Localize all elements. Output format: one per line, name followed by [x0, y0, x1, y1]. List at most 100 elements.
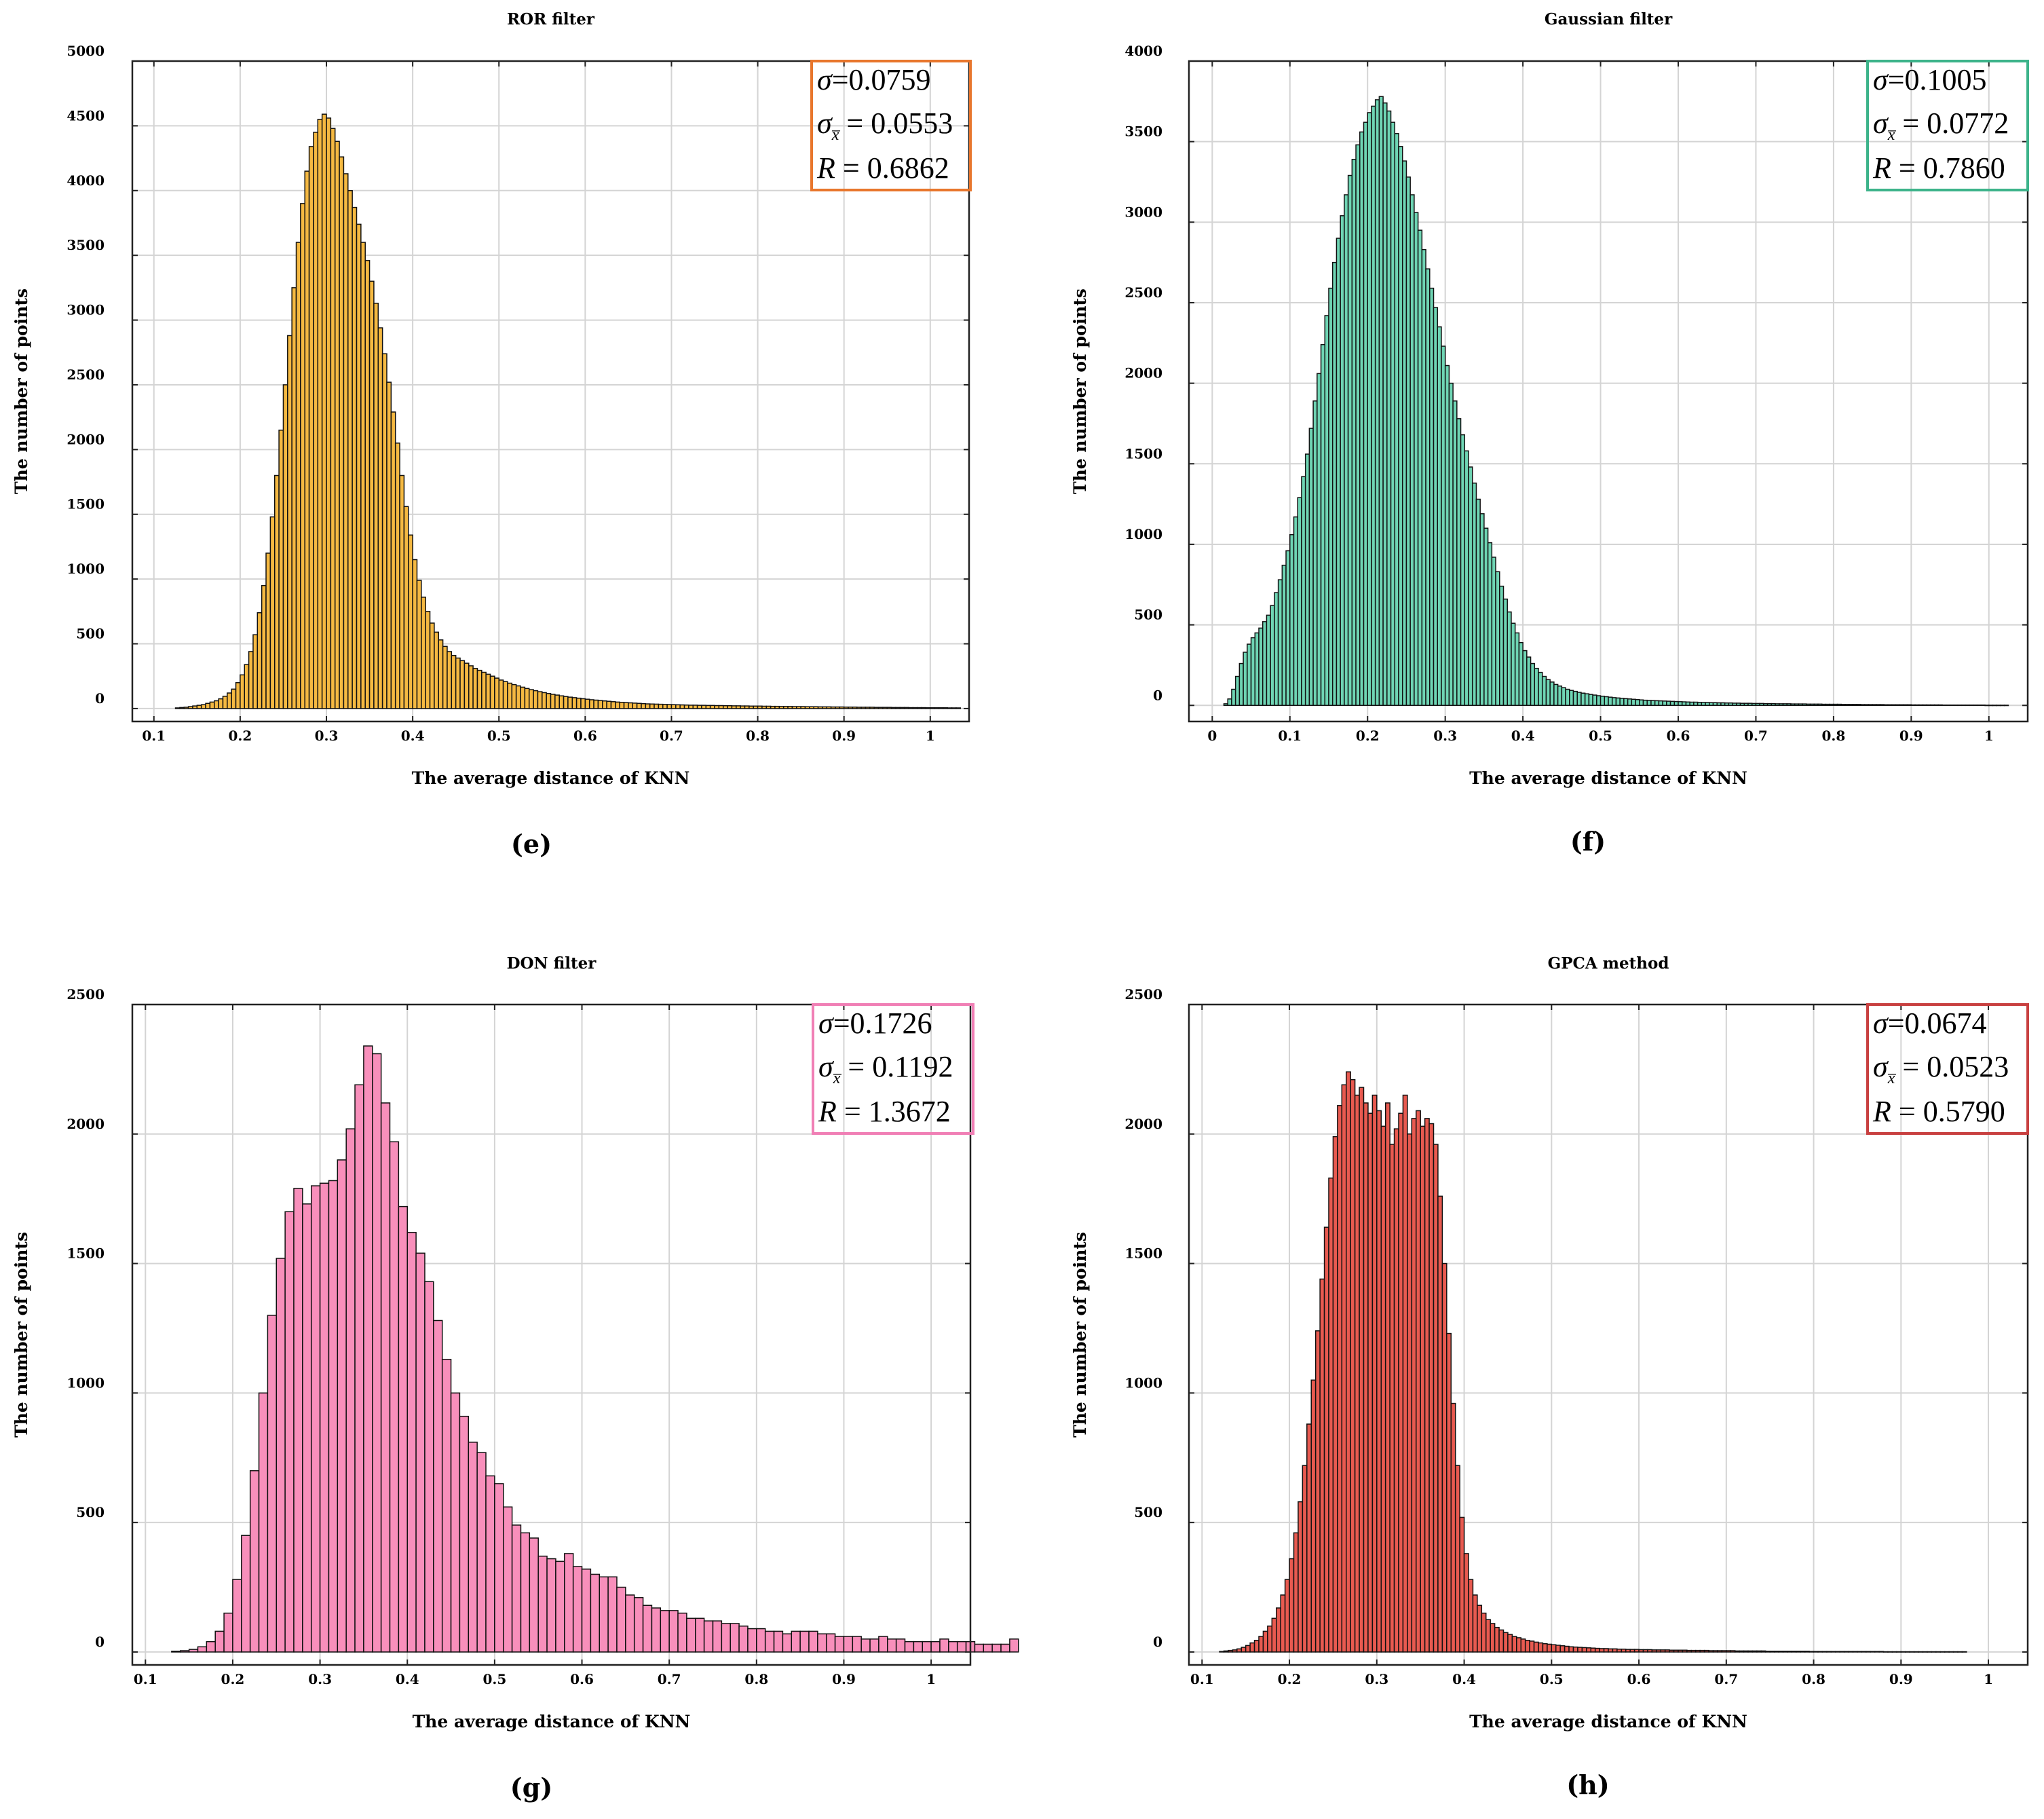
histogram-bar	[590, 1573, 601, 1653]
histogram-bar	[1000, 1643, 1010, 1653]
histogram-bar	[227, 692, 232, 709]
histogram-bar	[1821, 703, 1827, 707]
histogram-bar	[991, 1643, 1002, 1653]
histogram-bar	[1414, 212, 1419, 707]
y-tick-label: 2000	[67, 1116, 105, 1132]
histogram-bar	[943, 707, 948, 709]
histogram-bar	[433, 1319, 443, 1653]
x-tick-label: 0.3	[1433, 728, 1457, 744]
stat-sigma: σ=0.1005	[1873, 63, 1987, 96]
histogram-bar	[354, 1084, 364, 1653]
x-tick-label: 0.4	[1452, 1671, 1476, 1687]
histogram-bar	[1909, 1651, 1915, 1653]
histogram-bar	[1682, 1649, 1688, 1653]
histogram-bar	[1441, 345, 1446, 707]
histogram-bar	[1232, 1649, 1238, 1653]
histogram-bar	[705, 705, 711, 709]
panel-letter: (f)	[1570, 826, 1606, 857]
histogram-bar	[1891, 1651, 1897, 1653]
histogram-bar	[1861, 1651, 1867, 1653]
histogram-bar	[610, 701, 616, 709]
histogram-bar	[1937, 704, 1943, 707]
histogram-bar	[1250, 637, 1256, 707]
stats-box: σ=0.1726 σx̅ = 0.1192 R = 1.3672	[812, 1003, 974, 1135]
histogram-bar	[822, 706, 828, 709]
panel-letter: (g)	[510, 1772, 553, 1803]
histogram-bar	[1633, 1649, 1640, 1653]
histogram-bar	[1866, 1651, 1871, 1653]
stat-r-value: 0.7860	[1923, 151, 2005, 185]
histogram-bar	[1918, 1651, 1924, 1653]
histogram-bar	[1572, 690, 1578, 707]
histogram-bar	[1730, 1650, 1736, 1653]
histogram-bar	[1564, 1645, 1570, 1653]
histogram-bar	[1241, 1647, 1247, 1653]
histogram-bar	[1394, 133, 1399, 707]
histogram-bar	[1900, 1651, 1906, 1653]
histogram-bar	[1491, 557, 1496, 707]
histogram-bar	[231, 688, 237, 709]
histogram-bar	[686, 1617, 696, 1653]
histogram-bar	[261, 584, 267, 709]
histogram-bar	[834, 1636, 845, 1653]
histogram-bar	[817, 1633, 827, 1653]
histogram-bar	[1386, 110, 1392, 707]
histogram-bar	[1262, 1630, 1268, 1653]
histogram-bar	[1276, 1607, 1281, 1653]
histogram-bar	[628, 702, 634, 709]
histogram-bar	[1231, 688, 1236, 707]
histogram-bar	[1913, 1651, 1919, 1653]
histogram-bar	[701, 705, 707, 709]
histogram-bar	[813, 706, 819, 709]
y-tick-label: 500	[76, 1504, 105, 1520]
histogram-bar	[580, 698, 586, 709]
histogram-bar	[1530, 662, 1536, 707]
histogram-bar	[1976, 705, 1982, 707]
histogram-bar	[1592, 694, 1597, 707]
histogram-bar	[1769, 1651, 1775, 1653]
histogram-bar	[1463, 1553, 1469, 1653]
histogram-bar	[529, 1537, 539, 1653]
panel-letter: (h)	[1566, 1769, 1610, 1800]
histogram-bar	[468, 1442, 478, 1653]
histogram-bar	[408, 534, 413, 709]
histogram-bar	[520, 1532, 531, 1653]
histogram-bar	[1922, 1651, 1928, 1653]
histogram-bar	[1942, 705, 1947, 707]
histogram-bar	[736, 705, 741, 709]
histogram-bar	[563, 696, 569, 709]
histogram-bar	[1673, 1649, 1679, 1653]
histogram-bar	[1712, 1650, 1718, 1653]
histogram-bar	[930, 707, 935, 709]
histogram-bar	[1739, 702, 1745, 707]
histogram-bar	[593, 699, 599, 709]
histogram-bar	[372, 1053, 382, 1653]
histogram-bar	[852, 707, 858, 709]
x-tick-label: 0.3	[308, 1671, 332, 1687]
histogram-bar	[1782, 703, 1787, 707]
histogram-bar	[727, 705, 733, 709]
stat-sigma: σ=0.0674	[1873, 1007, 1987, 1040]
histogram-bar	[1367, 1112, 1374, 1653]
histogram-bar	[218, 698, 224, 709]
histogram-bar	[1949, 705, 1955, 707]
histogram-bar	[1236, 1648, 1242, 1653]
histogram-bar	[188, 1649, 199, 1653]
histogram-bar	[1347, 174, 1353, 707]
x-tick-label: 0	[1207, 728, 1217, 744]
histogram-bar	[1502, 1632, 1509, 1653]
histogram-bar	[555, 1560, 565, 1653]
stat-sigma-value: 0.0674	[1905, 1007, 1987, 1040]
histogram-bar	[1623, 698, 1629, 707]
histogram-bar	[485, 1475, 495, 1653]
histogram-bar	[564, 1553, 574, 1653]
histogram-bar	[791, 706, 797, 709]
histogram-bar	[1498, 1629, 1504, 1653]
histogram-bar	[1526, 656, 1532, 707]
histogram-bar	[459, 1415, 470, 1653]
histogram-bar	[571, 697, 578, 709]
histogram-bar	[326, 117, 332, 709]
histogram-bar	[1511, 1636, 1517, 1653]
histogram-bar	[1249, 1642, 1255, 1653]
histogram-bar	[856, 707, 862, 709]
